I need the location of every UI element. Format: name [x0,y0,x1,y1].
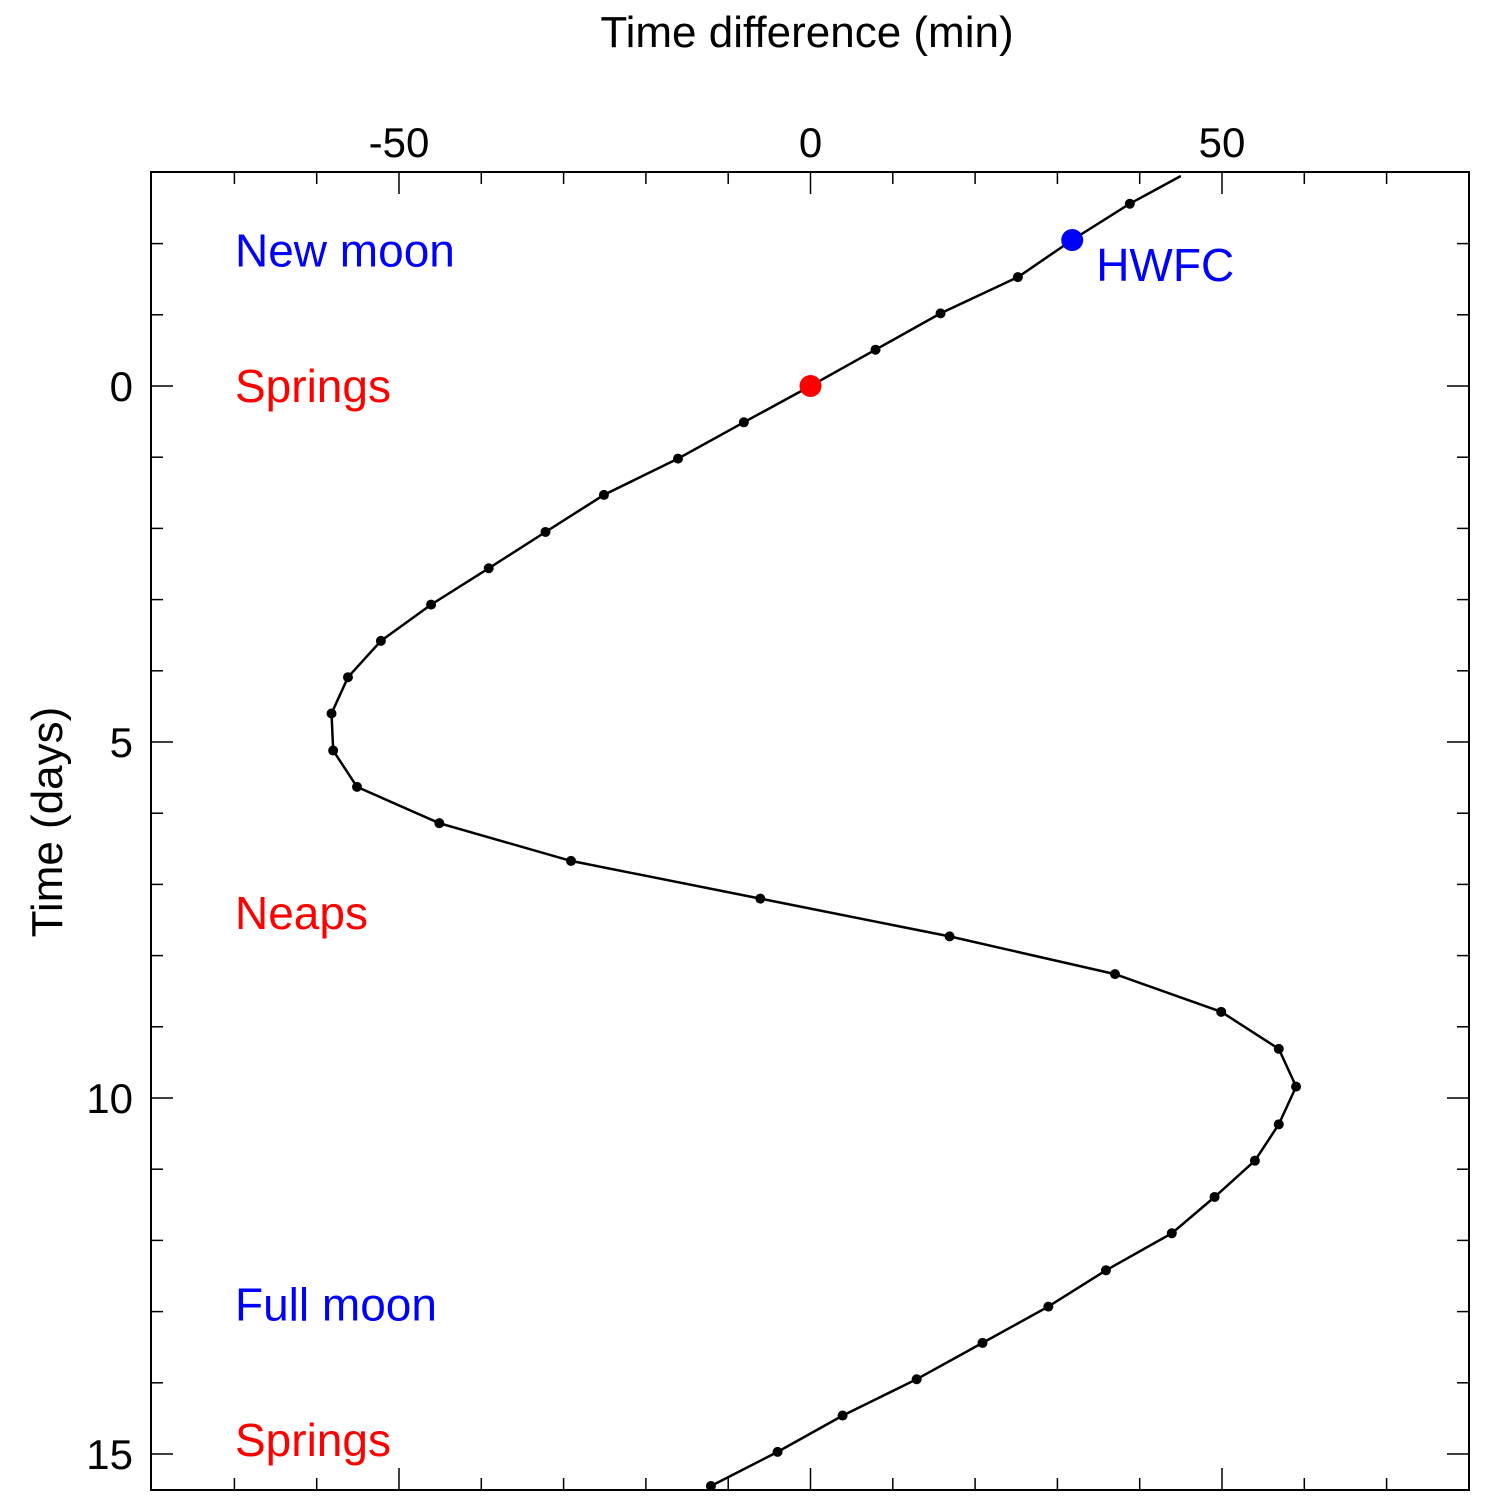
data-point [328,745,339,756]
data-point [911,1374,922,1385]
data-point [935,308,946,319]
highlight-point [1061,229,1084,252]
y-tick-label: 10 [86,1075,133,1122]
data-point [837,1410,848,1421]
data-point [672,453,683,464]
annotation-label: Full moon [235,1278,437,1330]
data-point [1291,1081,1302,1092]
y-tick-label: 0 [110,363,133,410]
data-point [540,526,551,537]
plot-area: HWFC [326,174,1302,1492]
annotations: New moon Springs Neaps Full moon Springs [235,225,455,1466]
data-point [738,417,749,428]
data-point [1124,198,1135,209]
data-point [375,635,386,646]
data-point [1209,1191,1220,1202]
data-point [434,818,445,829]
data-point [483,563,494,574]
x-tick-label: 0 [799,119,822,166]
data-point [944,931,955,942]
highlight-point [799,375,822,397]
data-point [1012,272,1023,283]
y-axis-title: Time (days) [23,707,72,938]
y-tick-label: 5 [110,719,133,766]
y-tick-label: 15 [86,1431,133,1478]
annotation-label: Springs [235,1414,391,1466]
data-point [326,708,337,719]
x-tick-label: 50 [1199,119,1246,166]
data-point [352,781,363,792]
x-axis-title: Time difference (min) [600,8,1013,57]
data-point [1273,1043,1284,1054]
data-point [342,672,353,683]
data-point [870,344,881,355]
data-point [1166,1228,1177,1239]
series-line [330,174,1298,1488]
highlight-points: HWFC [799,229,1234,397]
data-point [772,1446,783,1457]
data-point [1100,1265,1111,1276]
annotation-label: New moon [235,225,455,277]
x-tick-label: -50 [369,119,430,166]
data-point [566,855,577,866]
axis-ticks [151,172,1469,1490]
data-point [598,489,609,500]
data-point [705,1481,716,1492]
tick-labels: -50 0 50 0 5 10 15 [86,119,1245,1478]
data-point [426,599,437,610]
data-point [1216,1006,1227,1017]
data-point [1273,1119,1284,1130]
data-point [1043,1301,1054,1312]
data-point [977,1337,988,1348]
data-point [1110,969,1121,980]
annotation-label: Neaps [235,887,368,939]
highlight-label: HWFC [1096,239,1234,291]
annotation-label: Springs [235,360,391,412]
data-point [755,893,766,904]
data-point [1249,1155,1260,1166]
